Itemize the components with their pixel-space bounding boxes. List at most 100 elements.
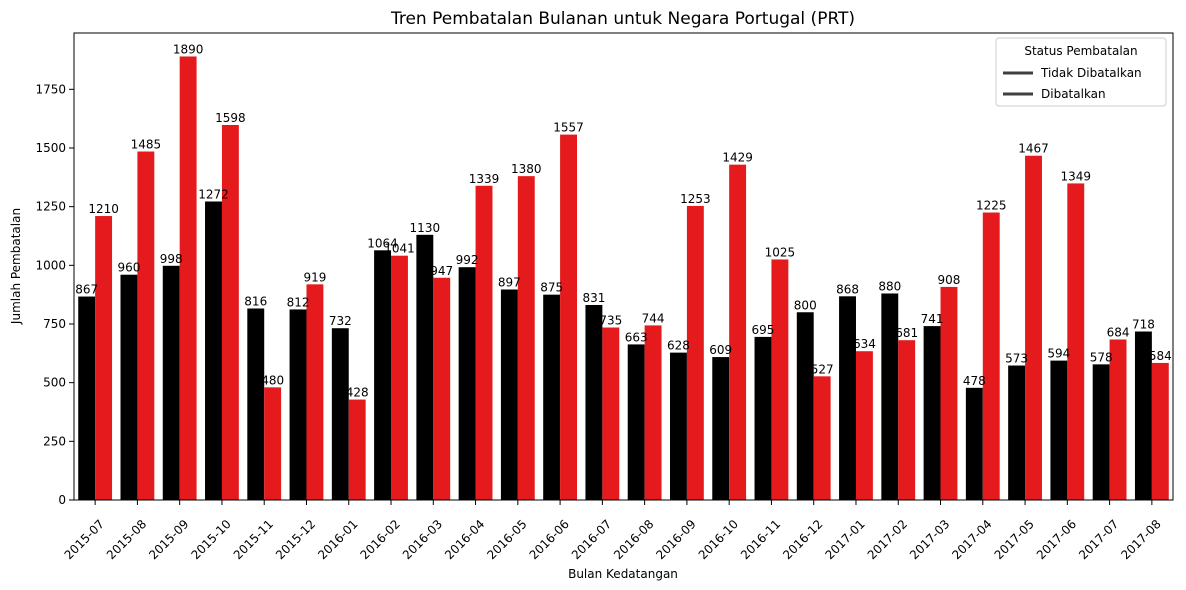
data-label-tidak-dibatalkan-2017-01: 868 [836, 282, 859, 296]
legend-title: Status Pembatalan [1024, 44, 1137, 58]
legend-box [995, 37, 1167, 107]
bar-dibatalkan-2016-05 [517, 176, 535, 500]
data-label-tidak-dibatalkan-2016-11: 695 [752, 323, 775, 337]
data-label-tidak-dibatalkan-2017-05: 573 [1005, 352, 1028, 366]
x-tick-label: 2016-10 [696, 517, 741, 562]
data-label-dibatalkan-2017-01: 634 [853, 337, 876, 351]
bar-dibatalkan-2017-01 [855, 351, 873, 500]
bar-tidak-dibatalkan-2015-10 [205, 201, 222, 500]
bar-dibatalkan-2016-03 [433, 277, 451, 500]
chart-title: Tren Pembatalan Bulanan untuk Negara Por… [390, 9, 855, 29]
data-label-tidak-dibatalkan-2016-09: 628 [667, 339, 690, 353]
data-label-tidak-dibatalkan-2016-06: 875 [540, 281, 563, 295]
data-label-tidak-dibatalkan-2015-09: 998 [160, 252, 183, 266]
bar-tidak-dibatalkan-2016-12 [796, 312, 814, 500]
x-tick-label: 2015-07 [62, 517, 107, 562]
data-label-tidak-dibatalkan-2016-02: 1064 [367, 236, 398, 250]
data-label-dibatalkan-2017-04: 1225 [976, 199, 1007, 213]
legend-label-dibatalkan: Dibatalkan [1041, 87, 1106, 101]
data-label-tidak-dibatalkan-2016-12: 800 [794, 298, 817, 312]
bar-tidak-dibatalkan-2016-09 [669, 352, 687, 500]
x-tick-label: 2016-11 [738, 517, 783, 562]
y-axis-ticks: 0 250 500 750 1000 1250 1500 1750 [35, 82, 74, 507]
bar-dibatalkan-2017-08 [1151, 362, 1169, 500]
data-label-tidak-dibatalkan-2016-04: 992 [456, 253, 479, 267]
data-label-tidak-dibatalkan-2017-03: 741 [921, 312, 944, 326]
x-tick-label: 2016-07 [569, 517, 614, 562]
bar-dibatalkan-2016-02 [391, 255, 408, 500]
bar-dibatalkan-2016-11 [771, 259, 789, 500]
bar-tidak-dibatalkan-2017-05 [1008, 365, 1026, 500]
data-label-dibatalkan-2015-08: 1485 [131, 138, 162, 152]
data-label-tidak-dibatalkan-2016-07: 831 [582, 291, 605, 305]
bar-tidak-dibatalkan-2017-06 [1050, 360, 1068, 500]
data-label-dibatalkan-2016-07: 735 [599, 314, 622, 328]
bar-tidak-dibatalkan-2016-11 [754, 336, 772, 500]
data-label-dibatalkan-2017-02: 681 [895, 326, 918, 340]
bar-tidak-dibatalkan-2017-04 [965, 387, 983, 500]
data-label-dibatalkan-2017-03: 908 [938, 273, 961, 287]
x-tick-label: 2016-05 [484, 517, 529, 562]
bar-dibatalkan-2015-09 [179, 56, 197, 500]
y-tick-label: 1000 [35, 258, 66, 272]
x-tick-label: 2017-07 [1076, 517, 1121, 562]
x-tick-label: 2017-02 [865, 517, 910, 562]
bars-group [78, 56, 1169, 501]
data-label-dibatalkan-2015-07: 1210 [88, 202, 119, 216]
bar-dibatalkan-2017-04 [982, 212, 1000, 500]
bar-tidak-dibatalkan-2016-07 [585, 304, 603, 500]
y-tick-label: 500 [43, 376, 66, 390]
bar-dibatalkan-2017-05 [1025, 155, 1042, 500]
plot-frame [73, 32, 1174, 501]
x-tick-label: 2017-05 [992, 517, 1037, 562]
bar-dibatalkan-2015-11 [264, 387, 282, 500]
bar-tidak-dibatalkan-2015-08 [120, 274, 138, 500]
bar-tidak-dibatalkan-2016-10 [712, 357, 730, 500]
legend: Status Pembatalan Tidak Dibatalkan Dibat… [995, 37, 1167, 107]
y-tick-label: 750 [43, 317, 66, 331]
bar-dibatalkan-2015-12 [306, 284, 324, 500]
bar-tidak-dibatalkan-2017-02 [881, 293, 899, 500]
x-tick-label: 2015-12 [273, 517, 318, 562]
bar-tidak-dibatalkan-2017-07 [1092, 364, 1110, 500]
bar-dibatalkan-2016-08 [644, 325, 662, 500]
bar-dibatalkan-2017-03 [940, 286, 958, 500]
data-labels-group: 867 960 998 1272 816 812 732 1064 1130 992 897 875 8… [75, 42, 1172, 399]
data-label-tidak-dibatalkan-2015-11: 816 [244, 295, 267, 309]
x-tick-label: 2016-08 [611, 517, 656, 562]
x-tick-label: 2016-03 [400, 517, 445, 562]
data-label-dibatalkan-2016-08: 744 [642, 311, 665, 325]
bar-dibatalkan-2016-07 [602, 327, 620, 500]
data-label-dibatalkan-2017-05: 1467 [1018, 142, 1049, 156]
data-label-dibatalkan-2016-09: 1253 [680, 192, 711, 206]
bar-dibatalkan-2015-08 [137, 151, 155, 500]
bar-dibatalkan-2015-07 [95, 216, 113, 500]
data-label-tidak-dibatalkan-2016-01: 732 [329, 314, 352, 328]
bar-dibatalkan-2016-09 [686, 205, 704, 500]
data-label-tidak-dibatalkan-2016-03: 1130 [410, 221, 441, 235]
data-label-tidak-dibatalkan-2016-10: 609 [709, 343, 732, 357]
bar-dibatalkan-2017-07 [1109, 339, 1127, 500]
bar-dibatalkan-2017-02 [898, 340, 916, 500]
bar-tidak-dibatalkan-2016-05 [500, 289, 518, 500]
bar-dibatalkan-2016-12 [813, 376, 831, 500]
bar-dibatalkan-2016-04 [475, 185, 493, 500]
data-label-dibatalkan-2015-11: 480 [261, 373, 284, 387]
y-axis-label: Jumlah Pembatalan [9, 208, 23, 325]
y-tick-label: 1250 [35, 200, 66, 214]
y-tick-label: 250 [43, 434, 66, 448]
data-label-dibatalkan-2016-02: 1041 [384, 242, 415, 256]
data-label-dibatalkan-2016-01: 428 [346, 386, 369, 400]
x-tick-label: 2016-06 [527, 517, 572, 562]
bar-tidak-dibatalkan-2016-02 [374, 250, 392, 500]
x-tick-label: 2016-02 [358, 517, 403, 562]
data-label-dibatalkan-2016-10: 1429 [722, 151, 753, 165]
bar-tidak-dibatalkan-2015-12 [289, 309, 307, 500]
data-label-tidak-dibatalkan-2017-08: 718 [1132, 318, 1155, 332]
x-tick-label: 2016-01 [315, 517, 360, 562]
x-tick-label: 2017-08 [1118, 517, 1163, 562]
data-label-tidak-dibatalkan-2015-10: 1272 [198, 187, 229, 201]
data-label-dibatalkan-2017-07: 684 [1107, 325, 1130, 339]
data-label-tidak-dibatalkan-2015-07: 867 [75, 283, 98, 297]
